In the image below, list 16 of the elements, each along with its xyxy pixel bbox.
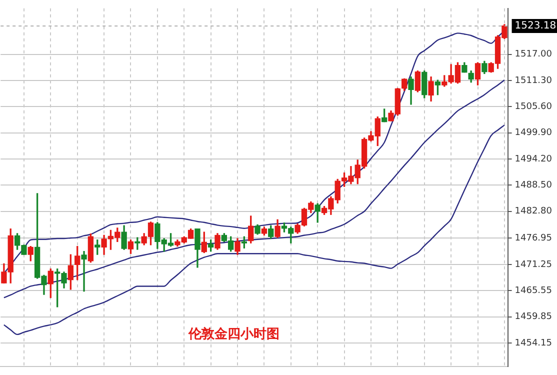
y-tick-label: 1517.00 (514, 50, 552, 60)
y-tick-label: 1482.80 (514, 206, 552, 217)
y-tick-label: 1511.30 (514, 76, 552, 86)
text: 伦敦金四小时图 (188, 326, 280, 342)
y-tick-label: 1494.20 (514, 154, 552, 164)
y-tick-label: 1488.50 (514, 180, 552, 191)
y-tick-label: 1459.85 (514, 312, 552, 322)
y-tick-label: 1476.95 (514, 234, 552, 244)
candlestick (81, 251, 87, 292)
line-series (3, 79, 506, 298)
y-tick-label: 1471.25 (514, 260, 552, 270)
y-tick-label: 1465.55 (514, 286, 552, 296)
ref-line-label: 1523.18 (514, 20, 556, 32)
y-tick-label: 1454.15 (514, 338, 552, 348)
y-tick-label: 1505.60 (514, 102, 552, 112)
y-tick-label: 1499.90 (514, 128, 552, 138)
